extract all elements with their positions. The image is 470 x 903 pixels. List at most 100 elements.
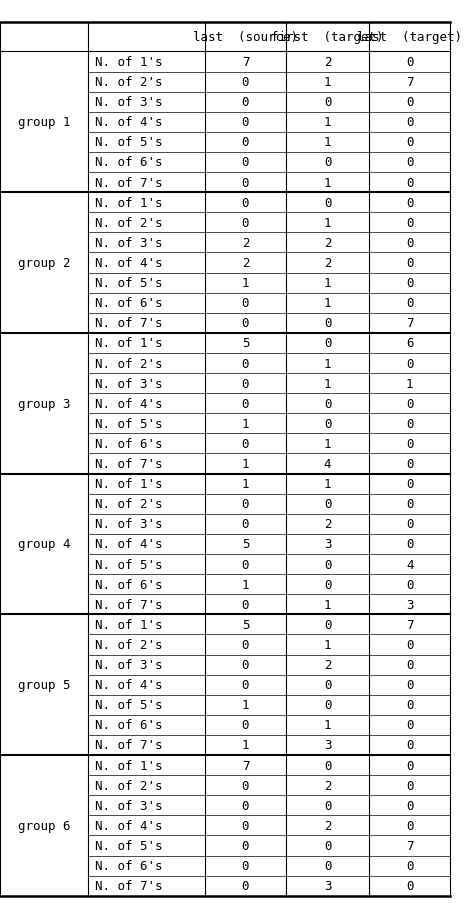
Text: last  (target): last (target) (357, 31, 462, 44)
Text: 0: 0 (406, 538, 414, 551)
Text: 0: 0 (406, 739, 414, 751)
Text: 0: 0 (406, 699, 414, 712)
Text: 1: 1 (324, 277, 331, 290)
Text: 0: 0 (406, 136, 414, 149)
Text: 0: 0 (242, 317, 249, 330)
Text: N. of 5's: N. of 5's (94, 277, 162, 290)
Text: 0: 0 (406, 819, 414, 832)
Text: 0: 0 (242, 96, 249, 109)
Text: 0: 0 (324, 678, 331, 692)
Text: N. of 4's: N. of 4's (94, 538, 162, 551)
Text: N. of 7's: N. of 7's (94, 598, 162, 611)
Text: 0: 0 (406, 458, 414, 470)
Text: 7: 7 (406, 839, 414, 852)
Text: 0: 0 (406, 197, 414, 209)
Text: 2: 2 (324, 256, 331, 270)
Text: N. of 5's: N. of 5's (94, 417, 162, 431)
Text: 0: 0 (242, 779, 249, 792)
Text: 0: 0 (406, 297, 414, 310)
Text: 0: 0 (406, 256, 414, 270)
Text: 1: 1 (324, 76, 331, 89)
Text: N. of 6's: N. of 6's (94, 437, 162, 451)
Text: 0: 0 (324, 699, 331, 712)
Text: 2: 2 (324, 517, 331, 531)
Text: 0: 0 (242, 197, 249, 209)
Text: 7: 7 (406, 317, 414, 330)
Text: 2: 2 (324, 779, 331, 792)
Text: N. of 2's: N. of 2's (94, 217, 162, 229)
Text: 0: 0 (406, 478, 414, 490)
Text: 0: 0 (406, 799, 414, 812)
Text: 0: 0 (324, 619, 331, 631)
Text: 1: 1 (324, 377, 331, 390)
Text: 0: 0 (324, 859, 331, 872)
Text: N. of 3's: N. of 3's (94, 237, 162, 249)
Text: N. of 6's: N. of 6's (94, 297, 162, 310)
Text: 7: 7 (242, 56, 249, 69)
Text: 0: 0 (242, 517, 249, 531)
Text: group 4: group 4 (18, 538, 70, 551)
Text: N. of 1's: N. of 1's (94, 197, 162, 209)
Text: 0: 0 (406, 358, 414, 370)
Text: N. of 6's: N. of 6's (94, 578, 162, 591)
Text: N. of 4's: N. of 4's (94, 256, 162, 270)
Text: 1: 1 (324, 638, 331, 651)
Text: 0: 0 (406, 719, 414, 731)
Text: 0: 0 (242, 217, 249, 229)
Text: 0: 0 (324, 558, 331, 571)
Text: 5: 5 (242, 619, 249, 631)
Text: N. of 3's: N. of 3's (94, 799, 162, 812)
Text: 1: 1 (324, 297, 331, 310)
Text: N. of 4's: N. of 4's (94, 397, 162, 410)
Text: 0: 0 (242, 839, 249, 852)
Text: 1: 1 (324, 136, 331, 149)
Text: 1: 1 (324, 176, 331, 190)
Text: 4: 4 (406, 558, 414, 571)
Text: 0: 0 (242, 437, 249, 451)
Text: 3: 3 (324, 538, 331, 551)
Text: 0: 0 (242, 799, 249, 812)
Text: N. of 1's: N. of 1's (94, 337, 162, 350)
Text: 0: 0 (406, 96, 414, 109)
Text: N. of 2's: N. of 2's (94, 498, 162, 511)
Text: 2: 2 (324, 237, 331, 249)
Text: 0: 0 (242, 176, 249, 190)
Text: 0: 0 (406, 156, 414, 169)
Text: 0: 0 (242, 116, 249, 129)
Text: 0: 0 (406, 638, 414, 651)
Text: 1: 1 (242, 578, 249, 591)
Text: N. of 3's: N. of 3's (94, 377, 162, 390)
Text: group 5: group 5 (18, 678, 70, 692)
Text: N. of 5's: N. of 5's (94, 136, 162, 149)
Text: 0: 0 (406, 779, 414, 792)
Text: 0: 0 (242, 377, 249, 390)
Text: first  (target): first (target) (271, 31, 384, 44)
Text: 0: 0 (324, 96, 331, 109)
Text: 0: 0 (406, 759, 414, 772)
Text: N. of 4's: N. of 4's (94, 819, 162, 832)
Text: N. of 7's: N. of 7's (94, 458, 162, 470)
Text: N. of 2's: N. of 2's (94, 76, 162, 89)
Text: 0: 0 (406, 277, 414, 290)
Text: N. of 6's: N. of 6's (94, 156, 162, 169)
Text: 0: 0 (242, 498, 249, 511)
Text: 0: 0 (242, 658, 249, 671)
Text: 0: 0 (324, 799, 331, 812)
Text: 0: 0 (324, 839, 331, 852)
Text: N. of 3's: N. of 3's (94, 658, 162, 671)
Text: 1: 1 (324, 217, 331, 229)
Text: 0: 0 (406, 678, 414, 692)
Text: 1: 1 (242, 417, 249, 431)
Text: 0: 0 (406, 498, 414, 511)
Text: 2: 2 (324, 658, 331, 671)
Text: 0: 0 (406, 116, 414, 129)
Text: 0: 0 (406, 397, 414, 410)
Text: 0: 0 (406, 176, 414, 190)
Text: N. of 1's: N. of 1's (94, 759, 162, 772)
Text: 0: 0 (324, 317, 331, 330)
Text: 2: 2 (324, 56, 331, 69)
Text: group 1: group 1 (18, 116, 70, 129)
Text: 1: 1 (324, 478, 331, 490)
Text: 0: 0 (406, 237, 414, 249)
Text: 0: 0 (406, 859, 414, 872)
